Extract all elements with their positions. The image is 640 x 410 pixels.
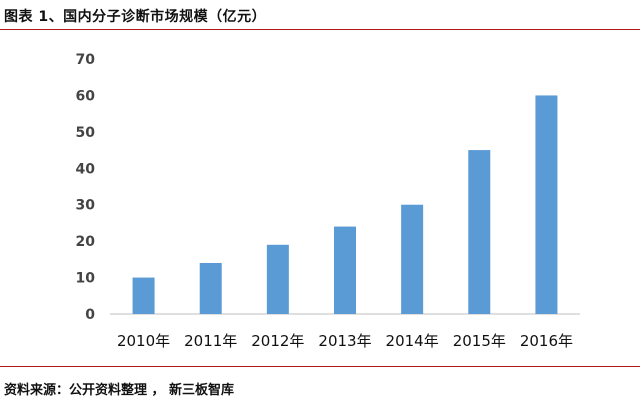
y-tick-label: 50	[76, 125, 96, 141]
y-tick-label: 40	[76, 161, 96, 177]
bar	[266, 244, 289, 314]
bar	[334, 226, 356, 314]
x-tick-label: 2016年	[520, 332, 573, 350]
bars	[132, 95, 558, 314]
y-tick-label: 10	[76, 271, 96, 287]
x-tick-label: 2011年	[184, 332, 237, 350]
bar	[401, 204, 424, 314]
y-tick-label: 70	[76, 52, 96, 68]
y-tick-label: 30	[76, 198, 96, 214]
top-rule	[0, 29, 640, 30]
x-tick-label: 2010年	[117, 332, 170, 350]
bar	[132, 277, 155, 314]
x-tick-label: 2014年	[386, 332, 439, 350]
figure-title: 图表 1、国内分子诊断市场规模（亿元）	[4, 9, 267, 25]
bottom-rule	[0, 366, 640, 367]
source-note: 资料来源：公开资料整理 ， 新三板智库	[4, 383, 235, 398]
bar-chart: 0 10 20 30 40 50 60 70 2010年 2011年 2012年 2013年 2014…	[76, 52, 580, 350]
y-tick-label: 20	[76, 234, 96, 250]
bar	[535, 95, 558, 314]
x-tick-label: 2012年	[251, 332, 304, 350]
bar	[468, 150, 491, 314]
x-tick-label: 2015年	[453, 332, 506, 350]
bar	[199, 263, 222, 314]
x-axis-ticks: 2010年 2011年 2012年 2013年 2014年 2015年 2016年	[117, 332, 573, 350]
y-tick-label: 0	[85, 307, 95, 323]
x-tick-label: 2013年	[318, 332, 371, 350]
y-axis-ticks: 0 10 20 30 40 50 60 70	[76, 52, 96, 323]
y-tick-label: 60	[76, 88, 96, 104]
